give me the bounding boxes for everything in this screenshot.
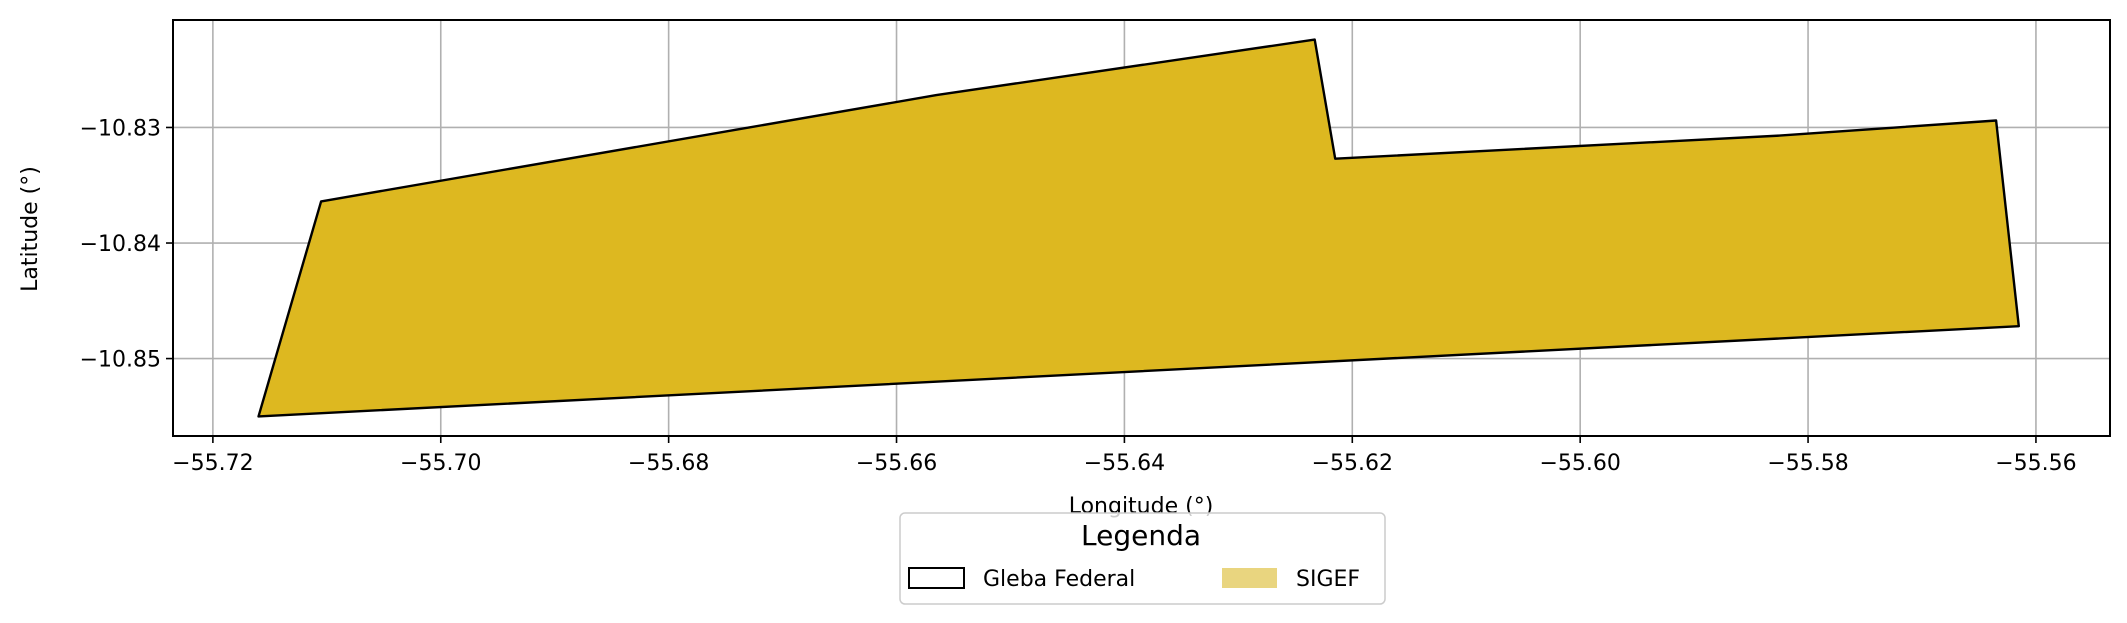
legend-swatch-sigef	[1222, 568, 1277, 588]
plot-frame	[172, 19, 2111, 437]
x-tick-label: −55.60	[1539, 451, 1620, 476]
x-tick-label: −55.68	[628, 451, 709, 476]
y-tick-label: −10.83	[80, 116, 161, 141]
x-tick-label: −55.66	[856, 451, 937, 476]
y-axis-label: Latitude (°)	[18, 166, 43, 292]
legend-label-sigef: SIGEF	[1296, 567, 1360, 592]
x-tick-label: −55.58	[1767, 451, 1848, 476]
legend-swatch-gleba-federal	[908, 567, 965, 589]
x-tick-label: −55.70	[400, 451, 481, 476]
polygon-sigef	[258, 39, 2019, 417]
tick-layer: −55.72 −55.70 −55.68 −55.66 −55.64 −55.62 −55.…	[80, 116, 2077, 476]
axes-layer	[172, 19, 2111, 437]
x-tick-label: −55.72	[172, 451, 253, 476]
polygon-layer	[257, 38, 2021, 418]
legend-label-gleba-federal: Gleba Federal	[983, 567, 1135, 592]
x-tick-label: −55.62	[1312, 451, 1393, 476]
legend-title: Legenda	[1081, 519, 1201, 552]
polygon-gleba-federal	[257, 38, 2021, 418]
y-tick-label: −10.84	[80, 232, 161, 257]
legend: Legenda Gleba Federal SIGEF	[899, 512, 1386, 605]
y-tick-label: −10.85	[80, 348, 161, 373]
x-tick-label: −55.56	[1995, 451, 2076, 476]
x-tick-label: −55.64	[1084, 451, 1165, 476]
